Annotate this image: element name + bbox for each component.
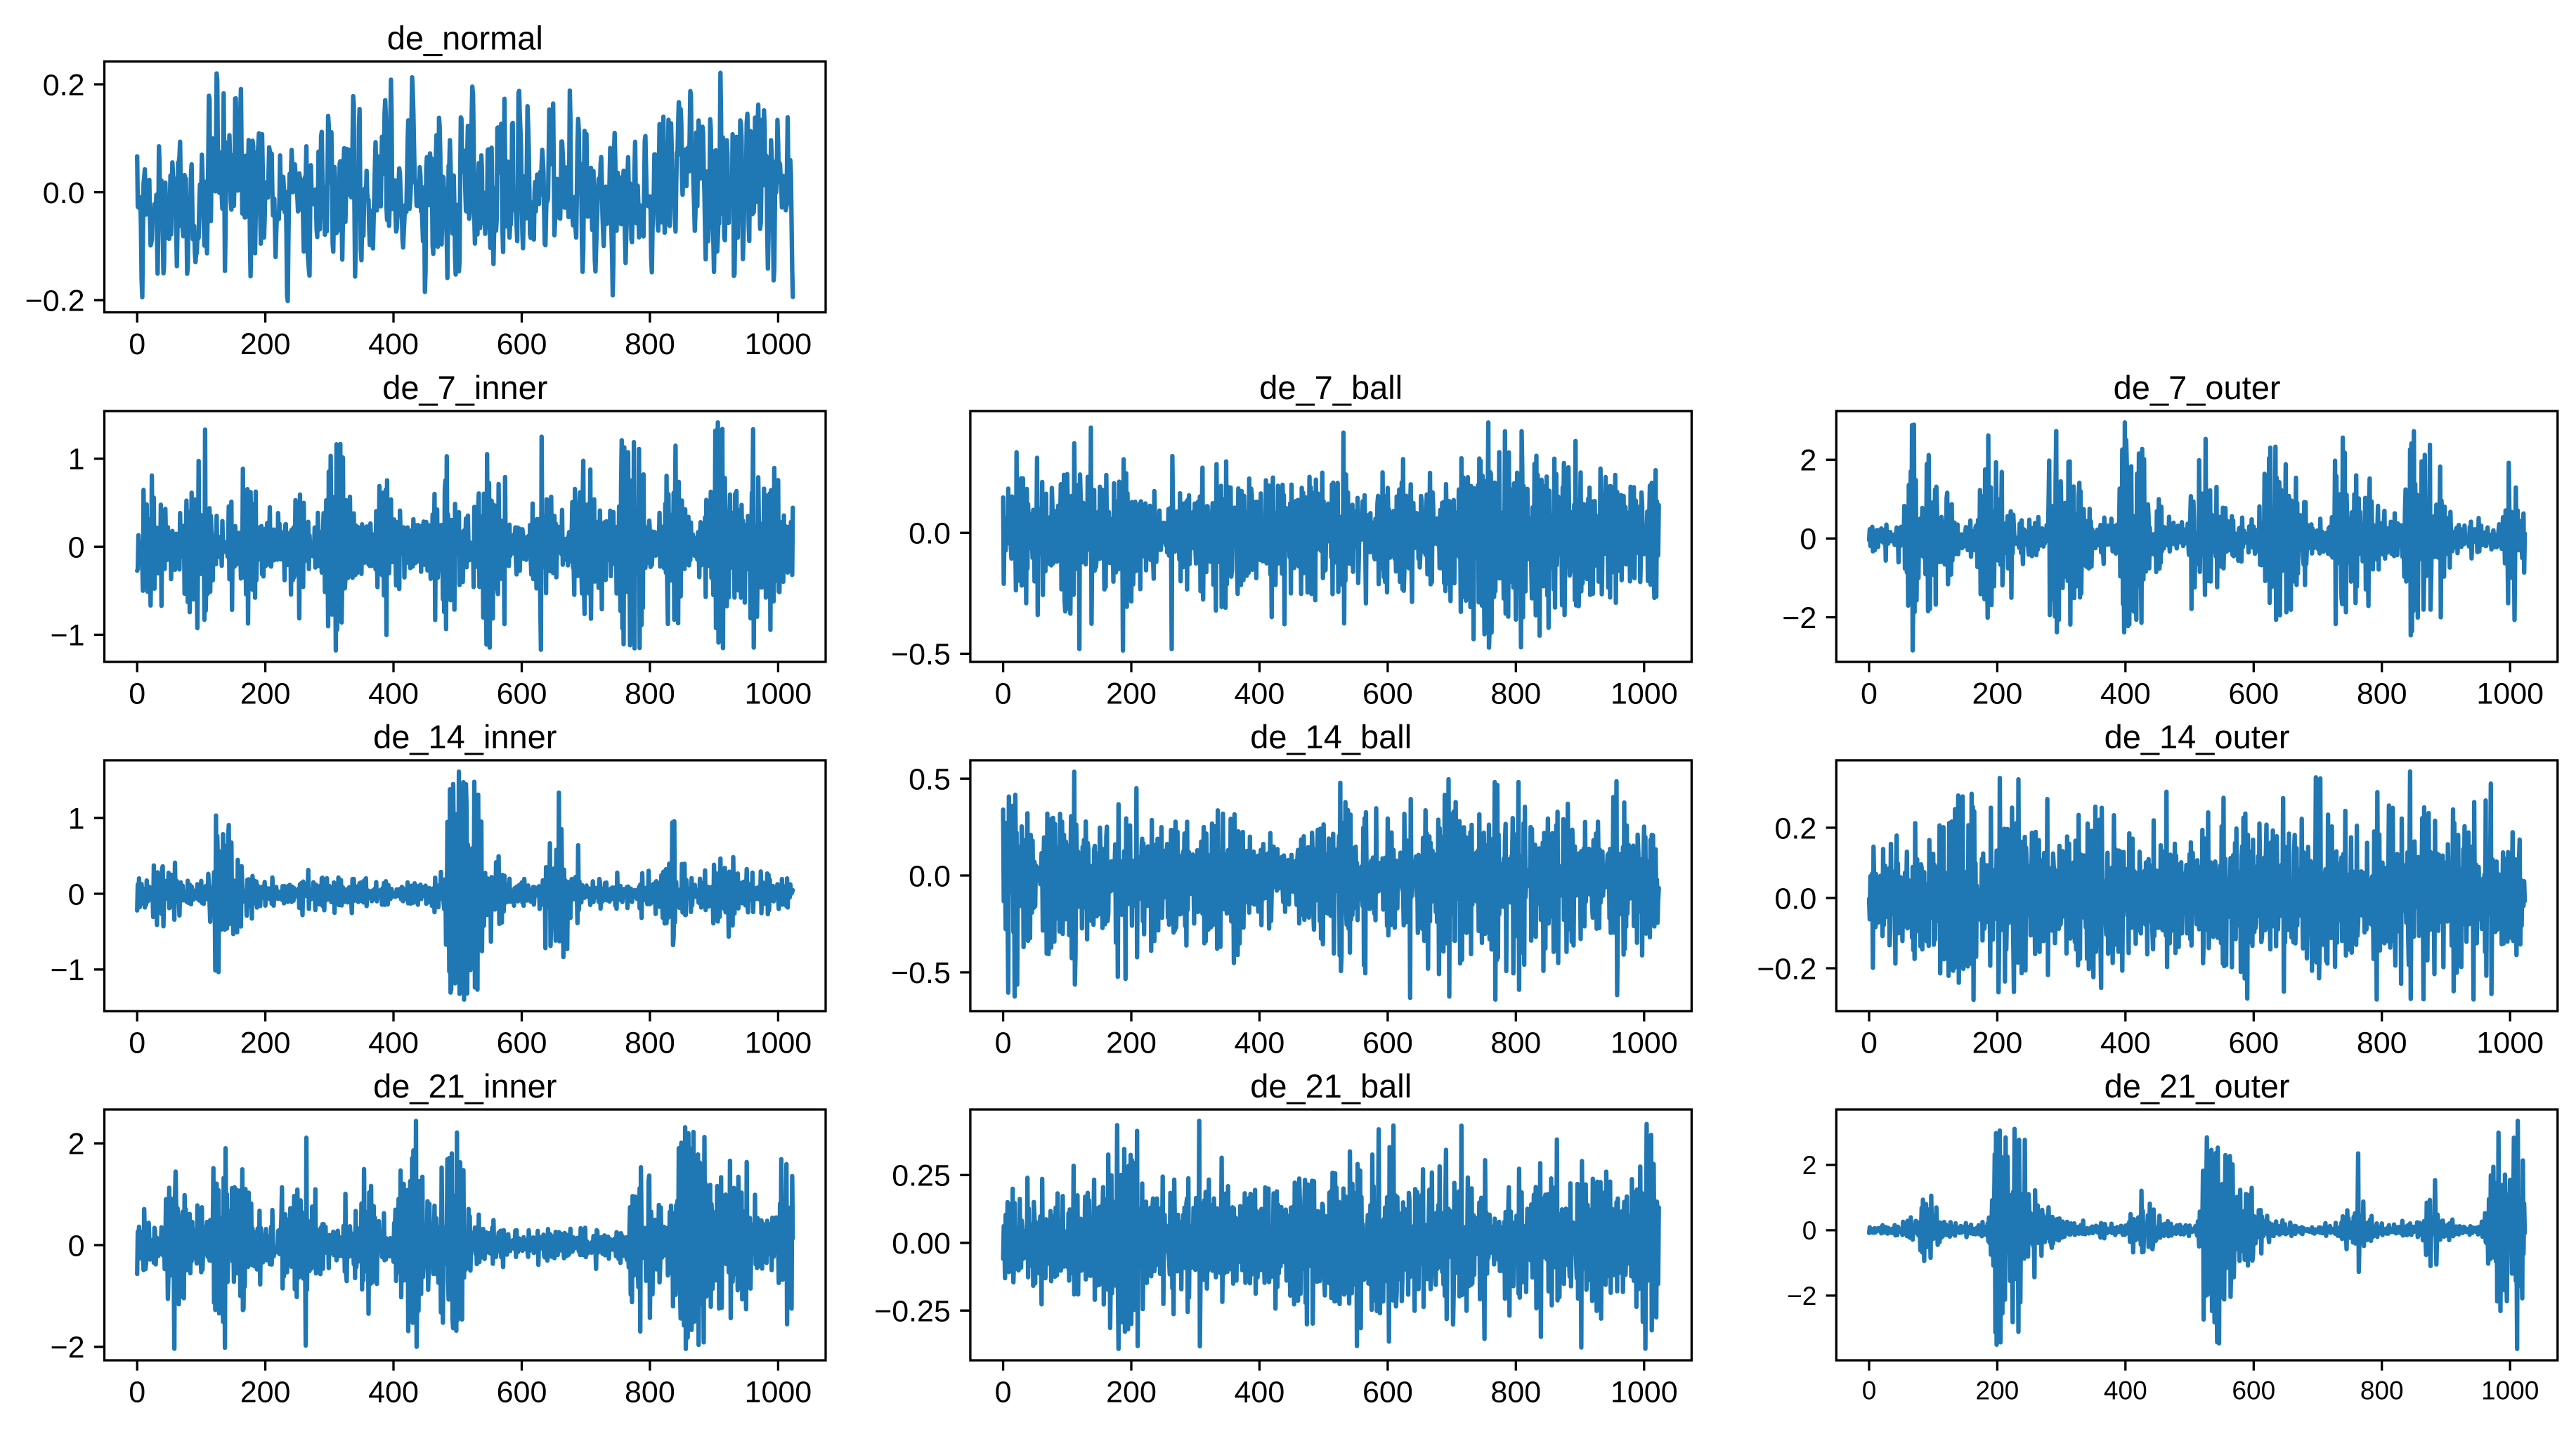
svg-text:−1: −1: [50, 953, 84, 987]
svg-text:0: 0: [68, 1229, 85, 1263]
svg-text:0: 0: [129, 677, 145, 711]
svg-text:600: 600: [497, 1376, 547, 1410]
svg-text:de_14_inner: de_14_inner: [373, 718, 557, 755]
svg-text:1000: 1000: [2481, 1376, 2539, 1405]
svg-text:de_14_ball: de_14_ball: [1250, 718, 1412, 755]
svg-text:de_21_outer: de_21_outer: [2105, 1067, 2290, 1105]
svg-text:400: 400: [368, 1027, 419, 1060]
svg-text:200: 200: [240, 677, 291, 711]
svg-text:−0.2: −0.2: [1757, 952, 1816, 986]
svg-text:0.0: 0.0: [43, 176, 85, 210]
svg-text:de_7_ball: de_7_ball: [1259, 369, 1403, 406]
svg-text:200: 200: [1972, 677, 2023, 711]
svg-text:400: 400: [2100, 1027, 2151, 1060]
svg-text:400: 400: [2104, 1376, 2147, 1405]
svg-text:200: 200: [1972, 1027, 2023, 1060]
svg-text:0: 0: [1861, 1027, 1878, 1060]
svg-text:800: 800: [625, 1027, 675, 1060]
svg-text:800: 800: [625, 677, 675, 711]
svg-text:de_21_inner: de_21_inner: [373, 1067, 557, 1105]
svg-text:−2: −2: [50, 1331, 84, 1365]
svg-text:0.2: 0.2: [1775, 812, 1817, 845]
svg-text:de_21_ball: de_21_ball: [1250, 1067, 1412, 1105]
svg-text:400: 400: [1235, 1376, 1285, 1410]
svg-text:600: 600: [497, 327, 547, 361]
svg-text:1000: 1000: [745, 1027, 812, 1060]
svg-text:1000: 1000: [745, 1376, 812, 1410]
svg-text:0.2: 0.2: [43, 68, 85, 102]
svg-text:600: 600: [2232, 1376, 2275, 1405]
svg-text:de_normal: de_normal: [387, 20, 543, 57]
svg-text:400: 400: [2100, 677, 2151, 711]
svg-text:600: 600: [1362, 1376, 1413, 1410]
svg-text:0.0: 0.0: [909, 859, 951, 893]
svg-text:0: 0: [995, 1027, 1012, 1060]
svg-text:0: 0: [995, 677, 1012, 711]
svg-text:600: 600: [2228, 677, 2279, 711]
svg-text:800: 800: [2360, 1376, 2404, 1405]
svg-text:1000: 1000: [2476, 1027, 2544, 1060]
svg-text:2: 2: [1800, 444, 1816, 478]
svg-text:−2: −2: [1782, 601, 1816, 635]
svg-text:400: 400: [1235, 677, 1285, 711]
svg-text:0: 0: [1862, 1376, 1877, 1405]
svg-text:de_7_outer: de_7_outer: [2114, 369, 2281, 406]
svg-text:800: 800: [2357, 1027, 2407, 1060]
svg-text:800: 800: [625, 327, 675, 361]
svg-text:−2: −2: [1787, 1282, 1816, 1310]
svg-text:400: 400: [368, 327, 419, 361]
svg-text:200: 200: [240, 1027, 291, 1060]
svg-text:200: 200: [240, 327, 291, 361]
svg-text:−0.25: −0.25: [874, 1295, 951, 1329]
svg-text:1000: 1000: [1611, 1376, 1678, 1410]
svg-text:0.25: 0.25: [892, 1159, 951, 1193]
svg-text:800: 800: [625, 1376, 675, 1410]
svg-text:0: 0: [995, 1376, 1012, 1410]
svg-text:1000: 1000: [745, 677, 812, 711]
svg-text:600: 600: [1362, 1027, 1413, 1060]
svg-text:0: 0: [68, 531, 85, 565]
svg-text:−0.5: −0.5: [891, 638, 951, 672]
svg-text:1000: 1000: [1611, 677, 1678, 711]
svg-text:400: 400: [1235, 1027, 1285, 1060]
svg-text:−1: −1: [50, 619, 84, 653]
svg-text:600: 600: [497, 1027, 547, 1060]
svg-text:0.0: 0.0: [1775, 882, 1817, 916]
svg-text:−0.5: −0.5: [891, 956, 951, 990]
svg-text:400: 400: [368, 677, 419, 711]
svg-text:0.5: 0.5: [909, 763, 951, 797]
svg-text:0: 0: [129, 327, 145, 361]
svg-text:1: 1: [68, 443, 85, 476]
svg-text:600: 600: [497, 677, 547, 711]
svg-text:200: 200: [1106, 1376, 1157, 1410]
svg-text:0.00: 0.00: [892, 1227, 951, 1261]
svg-text:200: 200: [240, 1376, 291, 1410]
svg-text:800: 800: [1490, 1376, 1541, 1410]
svg-text:1000: 1000: [745, 327, 812, 361]
svg-text:800: 800: [2357, 677, 2407, 711]
svg-text:1000: 1000: [1611, 1027, 1678, 1060]
svg-text:1: 1: [68, 802, 85, 836]
svg-text:2: 2: [1802, 1151, 1817, 1180]
svg-text:400: 400: [368, 1376, 419, 1410]
svg-text:600: 600: [2228, 1027, 2279, 1060]
svg-text:800: 800: [1490, 1027, 1541, 1060]
svg-text:0: 0: [68, 878, 85, 911]
svg-text:200: 200: [1976, 1376, 2019, 1405]
svg-text:200: 200: [1106, 1027, 1157, 1060]
svg-text:de_7_inner: de_7_inner: [382, 369, 547, 406]
svg-text:0: 0: [129, 1376, 145, 1410]
svg-text:200: 200: [1106, 677, 1157, 711]
svg-text:0.0: 0.0: [909, 517, 951, 551]
svg-text:1000: 1000: [2476, 677, 2544, 711]
svg-text:0: 0: [1802, 1216, 1817, 1245]
svg-text:0: 0: [1800, 523, 1816, 556]
svg-text:0: 0: [1861, 677, 1878, 711]
svg-text:2: 2: [68, 1128, 85, 1161]
svg-text:600: 600: [1362, 677, 1413, 711]
svg-text:de_14_outer: de_14_outer: [2105, 718, 2290, 755]
svg-text:0: 0: [129, 1027, 145, 1060]
svg-text:800: 800: [1490, 677, 1541, 711]
svg-text:−0.2: −0.2: [25, 285, 85, 318]
